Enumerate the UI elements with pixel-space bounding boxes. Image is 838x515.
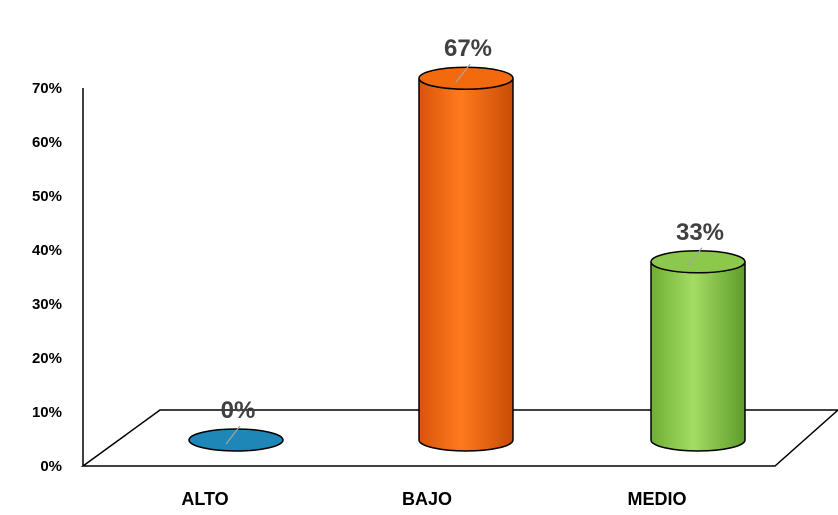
y-axis-ticks: 0% 10% 20% 30% 40% 50% 60% 70% — [32, 80, 62, 475]
bar-medio — [650, 250, 746, 452]
bar-top — [188, 428, 284, 452]
x-tick-label-alto: ALTO — [181, 489, 228, 509]
y-tick-label: 60% — [32, 134, 62, 151]
data-label-leader — [455, 63, 471, 83]
y-tick-label: 50% — [32, 188, 62, 205]
y-tick-label: 0% — [40, 458, 62, 475]
bar-body — [418, 78, 514, 452]
data-label-leader — [225, 425, 241, 445]
y-tick-label: 40% — [32, 242, 62, 259]
bar-top — [418, 66, 514, 90]
bar-alto — [188, 428, 284, 452]
data-label-medio: 33% — [676, 219, 724, 246]
y-tick-label: 10% — [32, 404, 62, 421]
bar-bajo — [418, 66, 514, 452]
x-tick-label-bajo: BAJO — [402, 489, 452, 509]
data-label-alto: 0% — [221, 397, 256, 424]
data-labels: 0% 67% 33% — [221, 35, 724, 445]
data-label-leader — [687, 247, 703, 267]
y-tick-label: 30% — [32, 296, 62, 313]
bar-top — [650, 250, 746, 274]
bar-body — [650, 261, 746, 452]
data-label-bajo: 67% — [444, 35, 492, 62]
y-tick-label: 70% — [32, 80, 62, 97]
y-tick-label: 20% — [32, 350, 62, 367]
x-tick-label-medio: MEDIO — [627, 489, 686, 509]
x-axis-labels: ALTO BAJO MEDIO — [181, 489, 686, 509]
bars — [188, 66, 746, 452]
